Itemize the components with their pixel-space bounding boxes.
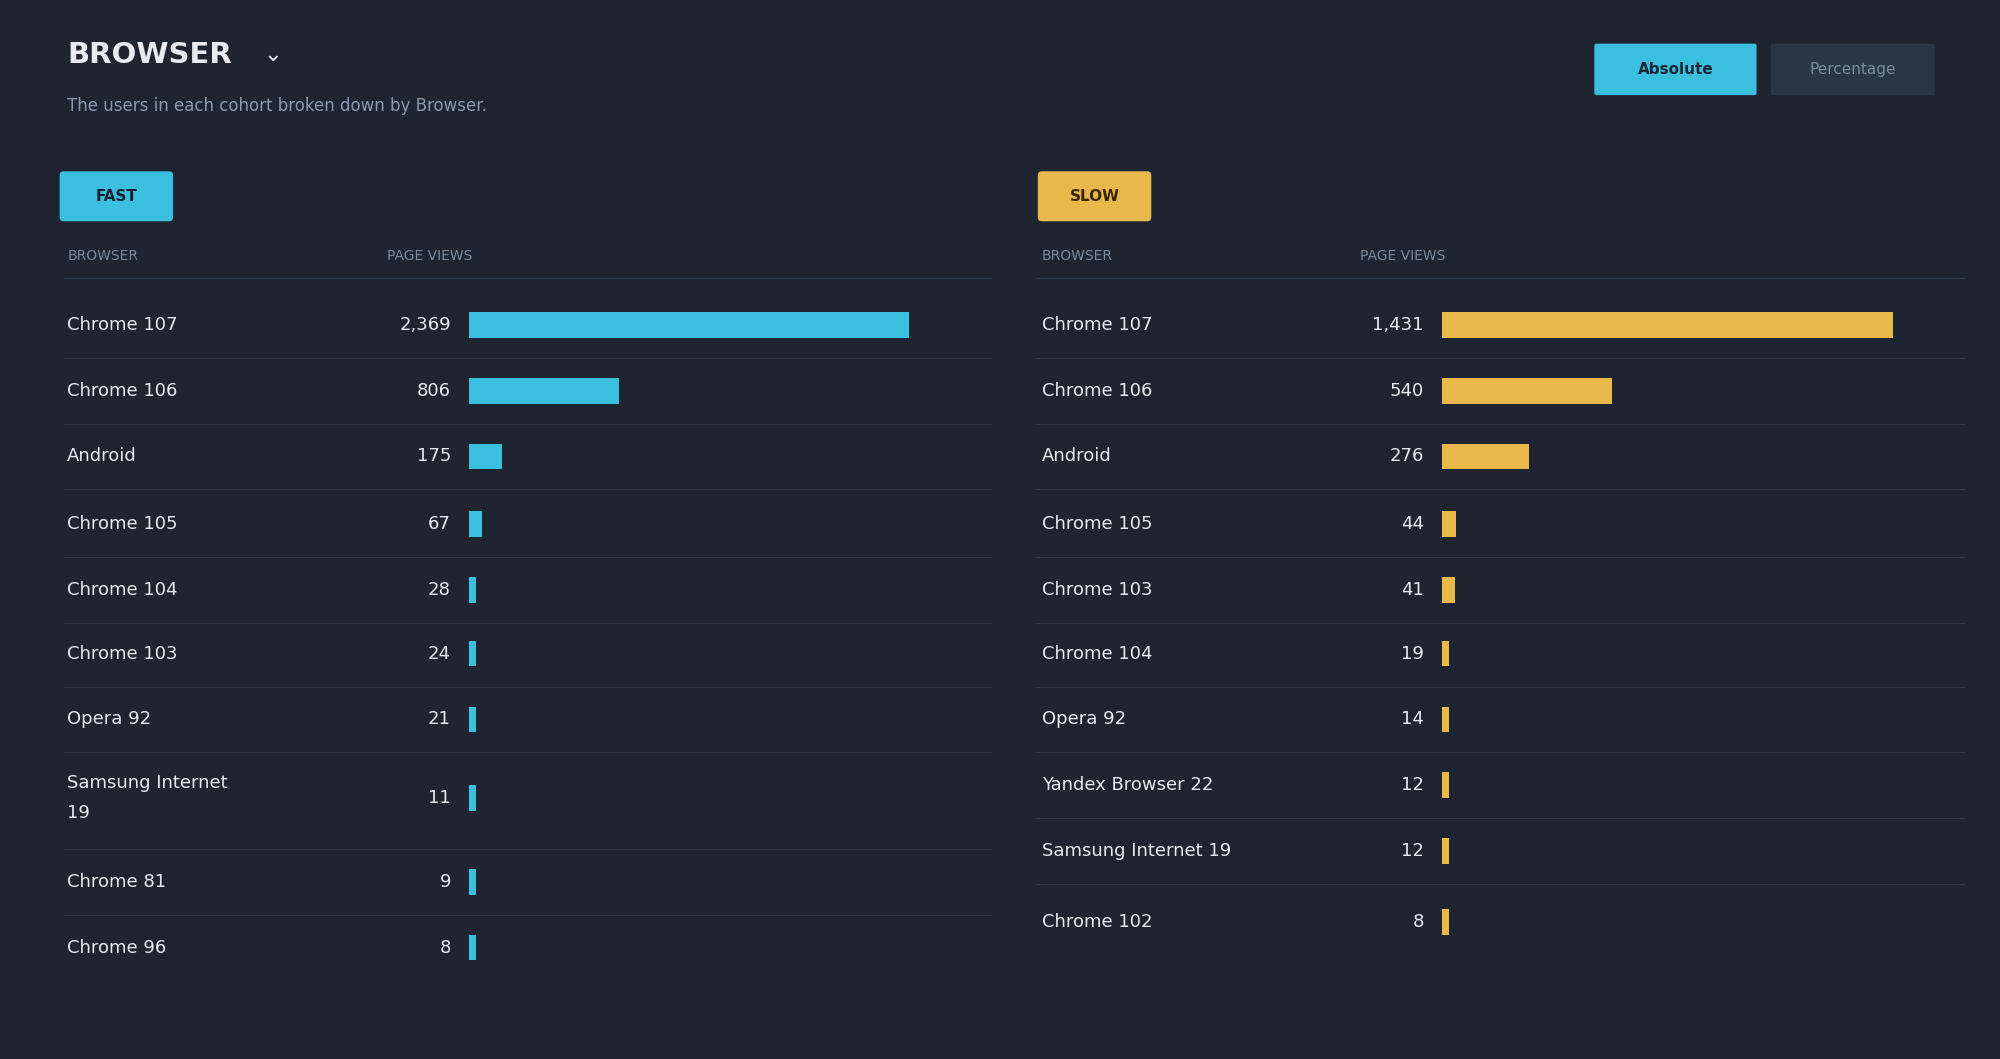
Text: PAGE VIEWS: PAGE VIEWS — [1360, 249, 1446, 263]
Text: BROWSER: BROWSER — [68, 41, 232, 69]
FancyBboxPatch shape — [1770, 43, 1934, 95]
Text: 12: 12 — [1400, 776, 1424, 794]
Text: Android: Android — [68, 448, 138, 466]
Text: 2,369: 2,369 — [400, 316, 450, 334]
Bar — [1442, 444, 1528, 469]
Bar — [470, 312, 910, 338]
Text: Samsung Internet: Samsung Internet — [68, 774, 228, 792]
Bar — [1442, 641, 1450, 666]
Text: Chrome 102: Chrome 102 — [1042, 913, 1152, 931]
Bar — [1442, 577, 1454, 603]
Bar — [470, 444, 502, 469]
Text: BROWSER: BROWSER — [1042, 249, 1112, 263]
Bar — [1442, 706, 1450, 732]
Text: 175: 175 — [416, 448, 450, 466]
Bar — [470, 869, 476, 895]
Text: Chrome 81: Chrome 81 — [68, 873, 166, 891]
Text: 806: 806 — [416, 381, 450, 399]
Text: 21: 21 — [428, 711, 450, 729]
Text: Chrome 107: Chrome 107 — [1042, 316, 1152, 334]
Text: Samsung Internet 19: Samsung Internet 19 — [1042, 842, 1232, 860]
Text: SLOW: SLOW — [1070, 189, 1120, 203]
Bar — [1442, 910, 1450, 935]
Text: Chrome 96: Chrome 96 — [68, 938, 166, 956]
Text: Chrome 106: Chrome 106 — [68, 381, 178, 399]
Bar — [470, 641, 476, 666]
Text: Chrome 105: Chrome 105 — [1042, 515, 1152, 533]
Text: Chrome 104: Chrome 104 — [1042, 645, 1152, 663]
Text: Chrome 104: Chrome 104 — [68, 580, 178, 598]
Text: Android: Android — [1042, 448, 1112, 466]
Bar — [470, 511, 482, 537]
Text: 19: 19 — [1400, 645, 1424, 663]
Text: 1,431: 1,431 — [1372, 316, 1424, 334]
Text: 67: 67 — [428, 515, 450, 533]
Text: 41: 41 — [1400, 580, 1424, 598]
Text: 24: 24 — [428, 645, 450, 663]
Text: Chrome 105: Chrome 105 — [68, 515, 178, 533]
Text: PAGE VIEWS: PAGE VIEWS — [388, 249, 472, 263]
Bar — [1442, 772, 1450, 797]
Text: Chrome 103: Chrome 103 — [1042, 580, 1152, 598]
Bar — [470, 785, 476, 811]
Text: Chrome 107: Chrome 107 — [68, 316, 178, 334]
Text: 540: 540 — [1390, 381, 1424, 399]
Text: 19: 19 — [68, 804, 90, 822]
FancyBboxPatch shape — [60, 172, 174, 221]
Text: Opera 92: Opera 92 — [1042, 711, 1126, 729]
Text: 11: 11 — [428, 789, 450, 807]
Text: ⌄: ⌄ — [264, 44, 282, 65]
Text: 44: 44 — [1400, 515, 1424, 533]
Text: The users in each cohort broken down by Browser.: The users in each cohort broken down by … — [68, 97, 488, 114]
Text: FAST: FAST — [96, 189, 138, 203]
Bar — [470, 935, 476, 961]
FancyBboxPatch shape — [1594, 43, 1756, 95]
Bar — [1442, 511, 1456, 537]
Text: 8: 8 — [440, 938, 450, 956]
Bar — [470, 577, 476, 603]
FancyBboxPatch shape — [1038, 172, 1152, 221]
Text: Absolute: Absolute — [1638, 61, 1714, 77]
Bar — [1442, 312, 1892, 338]
Bar — [1442, 838, 1450, 864]
Text: Opera 92: Opera 92 — [68, 711, 152, 729]
Text: 9: 9 — [440, 873, 450, 891]
Text: 28: 28 — [428, 580, 450, 598]
Text: Percentage: Percentage — [1810, 61, 1896, 77]
Bar — [470, 706, 476, 732]
Text: 276: 276 — [1390, 448, 1424, 466]
Text: Yandex Browser 22: Yandex Browser 22 — [1042, 776, 1214, 794]
Text: 8: 8 — [1412, 913, 1424, 931]
Bar — [470, 378, 618, 403]
Text: Chrome 103: Chrome 103 — [68, 645, 178, 663]
Text: BROWSER: BROWSER — [68, 249, 138, 263]
Text: Chrome 106: Chrome 106 — [1042, 381, 1152, 399]
Text: 14: 14 — [1400, 711, 1424, 729]
Bar — [1442, 378, 1612, 403]
Text: 12: 12 — [1400, 842, 1424, 860]
